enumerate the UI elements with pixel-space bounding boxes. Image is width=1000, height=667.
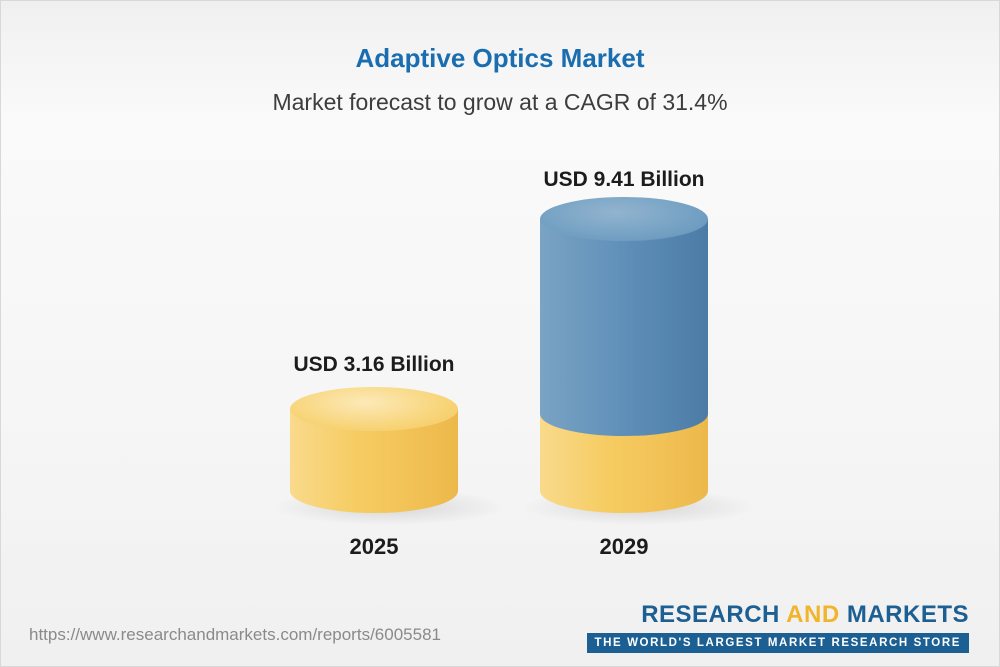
value-label-2029: USD 9.41 Billion xyxy=(543,168,705,191)
bar-2029 xyxy=(514,197,764,527)
logo-wordmark: RESEARCH AND MARKETS xyxy=(587,601,970,629)
report-url: https://www.researchandmarkets.com/repor… xyxy=(29,625,441,644)
value-label-2025: USD 3.16 Billion xyxy=(293,353,455,376)
x-axis-label-2025: 2025 xyxy=(349,534,399,559)
bar-2025-cap xyxy=(290,387,458,431)
bar-2029-cap xyxy=(540,197,708,241)
logo-word-research: RESEARCH xyxy=(641,601,780,628)
logo-word-and: AND xyxy=(786,601,840,628)
logo-tagline: THE WORLD'S LARGEST MARKET RESEARCH STOR… xyxy=(586,633,969,653)
x-axis-label-2029: 2029 xyxy=(599,534,649,559)
chart-subtitle: Market forecast to grow at a CAGR of 31.… xyxy=(272,89,728,115)
bar-2029-top-segment xyxy=(540,219,708,436)
logo-word-markets: MARKETS xyxy=(846,601,969,628)
bar-2025 xyxy=(264,387,514,527)
research-and-markets-logo: RESEARCH AND MARKETS THE WORLD'S LARGEST… xyxy=(586,601,970,653)
chart-title: Adaptive Optics Market xyxy=(355,43,645,73)
